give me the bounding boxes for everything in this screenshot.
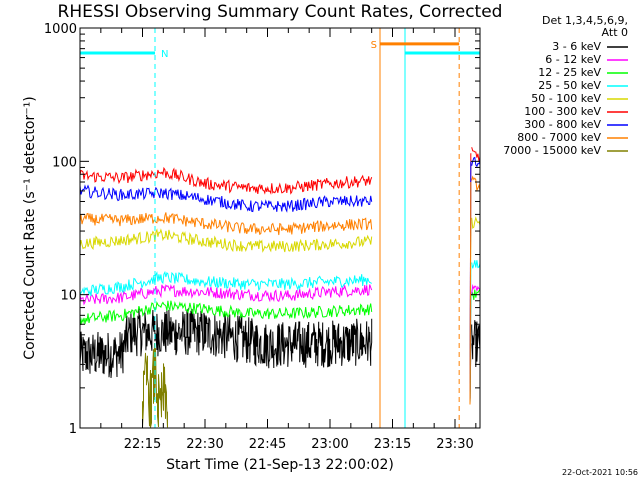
legend-label-6: 300 - 800 keV (524, 118, 601, 131)
legend-header-1: Att 0 (602, 26, 628, 39)
series-line-6-0 (79, 184, 373, 213)
legend-label-3: 25 - 50 keV (538, 79, 601, 92)
series-8 (142, 343, 168, 428)
series-line-2-1 (471, 289, 481, 300)
y-axis-label: Corrected Count Rate (s⁻¹ detector⁻¹) (22, 96, 38, 359)
footer-date: 22-Oct-2021 10:56 (562, 468, 638, 477)
series-2 (79, 289, 481, 325)
series-7 (79, 175, 481, 236)
plot-area: NS (79, 28, 481, 428)
series-5 (79, 147, 481, 195)
axes: 1 10 100 1000 22:15 22:30 22:45 23:00 23:15 23:30 (44, 22, 481, 452)
series-line-5-1 (471, 147, 481, 162)
flag-label-0: N (161, 49, 168, 60)
series-line-6-1 (471, 156, 481, 168)
x-axis-label: Start Time (21-Sep-13 22:00:02) (166, 457, 394, 473)
series-line-5-0 (79, 166, 373, 195)
y-tick-label-1: 10 (60, 289, 77, 304)
series-1 (79, 283, 481, 306)
series-line-4-1 (471, 216, 481, 229)
legend-label-7: 800 - 7000 keV (517, 131, 601, 144)
legend-label-2: 12 - 25 keV (538, 66, 601, 79)
x-tick-label-4: 23:15 (374, 437, 411, 452)
y-tick-label-2: 100 (52, 155, 77, 170)
series-line-2-0 (79, 300, 373, 325)
legend-header-0: Det 1,3,4,5,6,9, (542, 14, 628, 27)
chart-title: RHESSI Observing Summary Count Rates, Co… (58, 2, 503, 22)
x-tick-label-2: 22:45 (249, 437, 286, 452)
series-line-7-0 (79, 212, 373, 236)
x-tick-label-5: 23:30 (436, 437, 473, 452)
y-tick-label-3: 1000 (44, 22, 77, 37)
series-line-1-1 (471, 283, 481, 295)
series-0 (79, 307, 481, 379)
legend-label-1: 6 - 12 keV (545, 53, 601, 66)
series-line-4-0 (79, 228, 373, 253)
series-line-8-0 (142, 343, 168, 428)
legend-label-0: 3 - 6 keV (552, 40, 601, 53)
series-line-1-0 (79, 284, 373, 306)
flag-label-1: S (371, 40, 377, 51)
x-tick-label-3: 23:00 (311, 437, 348, 452)
series-edge-7 (469, 181, 472, 405)
series-line-0-1 (471, 320, 481, 368)
series-line-0-0 (79, 307, 373, 379)
legend-label-8: 7000 - 15000 keV (503, 144, 601, 157)
legend-label-4: 50 - 100 keV (531, 92, 601, 105)
legend-label-5: 100 - 300 keV (524, 105, 601, 118)
series-line-3-0 (79, 270, 372, 297)
series-line-7-1 (471, 175, 481, 193)
y-tick-label-0: 1 (69, 422, 77, 437)
x-tick-label-1: 22:30 (186, 437, 223, 452)
x-tick-label-0: 22:15 (124, 437, 161, 452)
series-6 (79, 156, 481, 213)
series-line-3-1 (471, 260, 481, 269)
series-3 (79, 260, 481, 297)
plot-frame (79, 27, 481, 429)
series-4 (79, 216, 481, 253)
